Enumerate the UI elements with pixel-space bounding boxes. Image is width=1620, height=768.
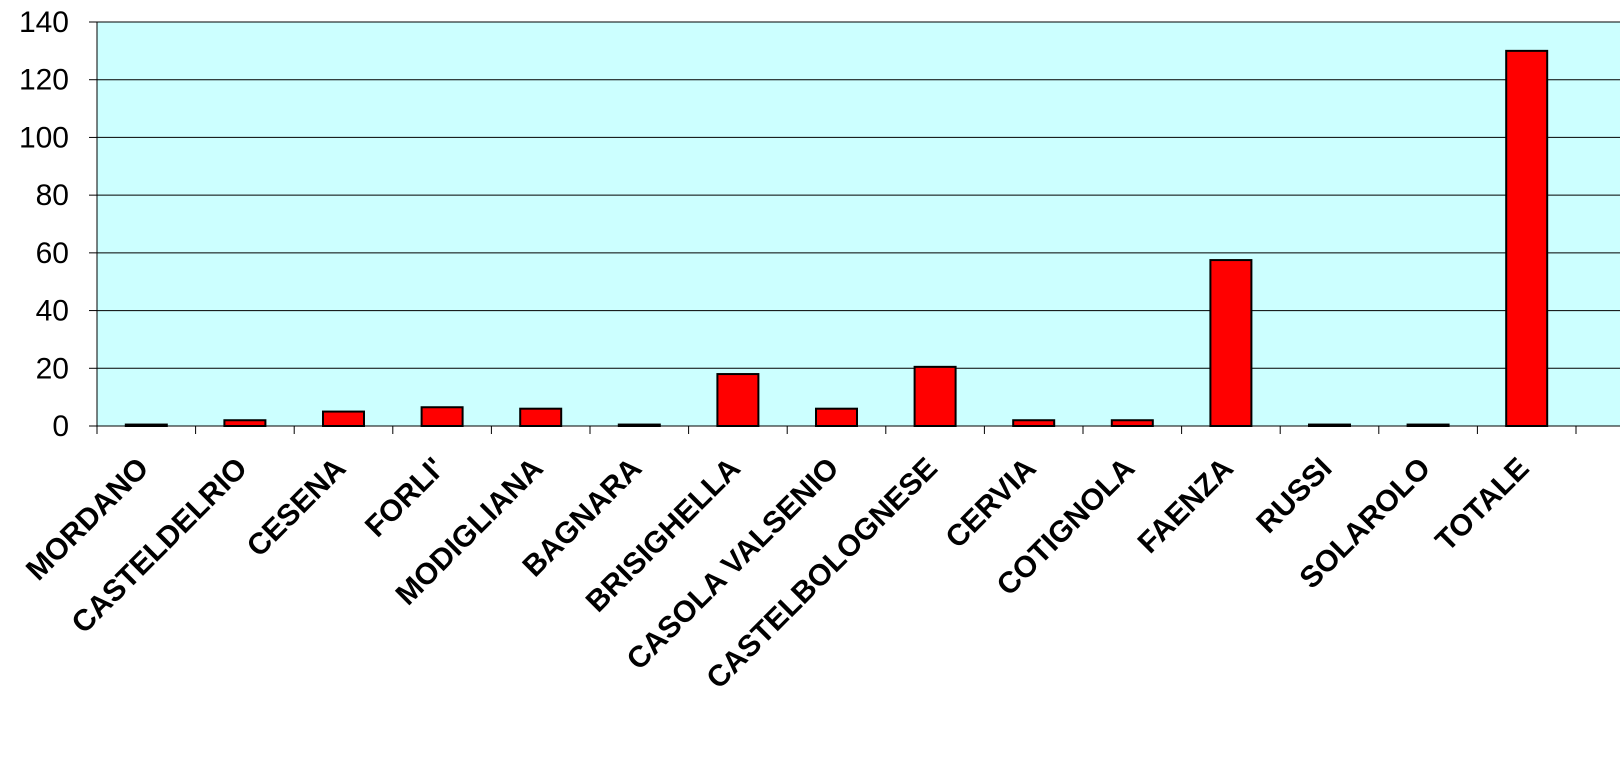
bar: [913, 365, 957, 428]
bar: [519, 407, 563, 427]
bar: [1209, 259, 1253, 428]
y-tick-label: 0: [52, 410, 69, 443]
x-category-label: FORLI': [359, 452, 451, 544]
y-tick-label: 140: [19, 6, 69, 39]
x-category-label: RUSSI: [1250, 452, 1338, 540]
bar: [322, 410, 365, 428]
gridlines: [97, 21, 1620, 369]
y-tick-labels: 0 20 40 60 80 100 120 140: [19, 6, 69, 443]
y-tick-label: 120: [19, 64, 69, 97]
y-tick-label: 80: [36, 179, 69, 212]
bar: [716, 373, 760, 427]
y-tick-label: 60: [36, 237, 69, 270]
y-tick-label: 100: [19, 121, 69, 154]
x-category-label: TOTALE: [1429, 452, 1535, 558]
x-category-label: CASTELDELRIO: [66, 452, 254, 640]
bar: [223, 419, 267, 428]
bar: [1110, 419, 1154, 428]
bar: [420, 406, 464, 428]
bar: [815, 407, 858, 427]
bar: [1505, 49, 1549, 427]
bars: [124, 49, 1549, 428]
x-category-label: FAENZA: [1132, 452, 1240, 560]
y-tick-label: 40: [36, 295, 69, 328]
x-category-label: CESENA: [241, 452, 353, 564]
x-category-label: CERVIA: [940, 452, 1043, 555]
plot-area: [97, 22, 1620, 426]
y-tick-label: 20: [36, 352, 69, 385]
bar: [1012, 419, 1056, 428]
axes: [89, 21, 1620, 434]
